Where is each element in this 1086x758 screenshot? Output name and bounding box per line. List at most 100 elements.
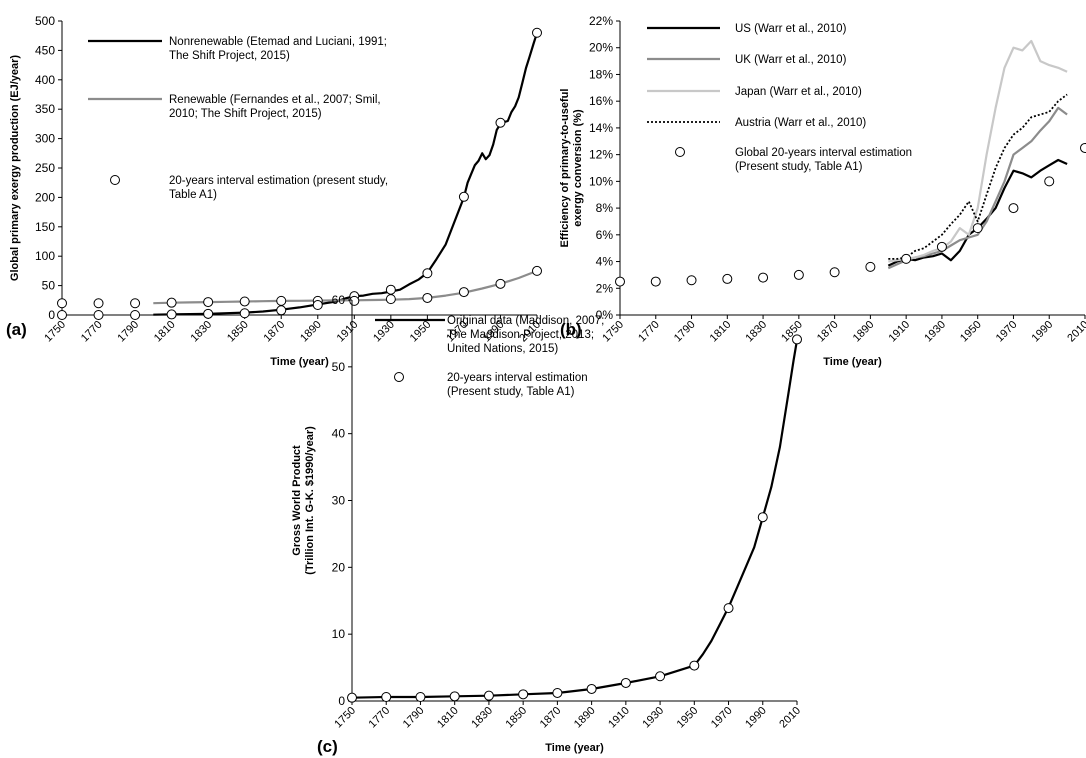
- panel-label: (a): [6, 320, 27, 339]
- series-line: [887, 106, 1068, 270]
- y-tick-label: 14%: [589, 121, 613, 135]
- y-tick-label: 10%: [589, 174, 613, 188]
- x-tick-label: 1970: [994, 319, 1020, 345]
- data-point-marker: [532, 27, 542, 38]
- legend-label: Japan (Warr et al., 2010): [735, 86, 862, 98]
- x-tick-label: 1770: [367, 705, 393, 731]
- panel-label: (b): [560, 320, 582, 339]
- y-axis-title: Global primary exergy production (EJ/yea…: [9, 55, 21, 282]
- y-tick-label: 12%: [589, 148, 613, 162]
- data-point-marker: [422, 268, 433, 279]
- data-point-marker: [57, 298, 67, 309]
- x-tick-label: 1770: [636, 319, 662, 345]
- x-tick-label: 1790: [115, 319, 141, 345]
- x-tick-label: 1930: [922, 319, 948, 345]
- data-point-marker: [57, 310, 67, 320]
- x-tick-label: 1910: [606, 705, 632, 731]
- x-axis-title: Time (year): [823, 356, 882, 368]
- data-point-marker: [518, 689, 529, 700]
- y-tick-label: 20%: [589, 41, 613, 55]
- y-tick-label: 16%: [589, 94, 613, 108]
- series-line: [153, 32, 539, 316]
- x-tick-label: 1910: [335, 319, 361, 345]
- data-point-marker: [130, 310, 141, 320]
- series-line: [888, 39, 1068, 263]
- x-tick-label: 1810: [708, 319, 734, 345]
- y-tick-label: 40: [332, 427, 346, 441]
- data-point-marker: [458, 287, 469, 298]
- data-point-marker: [93, 310, 104, 320]
- y-tick-label: 18%: [589, 67, 613, 81]
- legend-marker: [675, 147, 685, 157]
- legend-label: UK (Warr et al., 2010): [735, 54, 847, 66]
- y-tick-label: 0: [338, 694, 345, 708]
- data-point-marker: [312, 300, 323, 311]
- y-tick-label: 250: [35, 161, 55, 175]
- y-tick-label: 500: [35, 14, 55, 28]
- data-point-marker: [381, 691, 392, 702]
- data-point-marker: [1044, 176, 1055, 187]
- x-tick-label: 1810: [152, 319, 178, 345]
- y-axis-title-line-2: (Trillion Int. G-K. $1990/year): [304, 426, 316, 575]
- data-point-marker: [276, 295, 287, 306]
- data-point-marker: [722, 273, 733, 284]
- legend-label: US (Warr et al., 2010): [735, 23, 847, 35]
- x-tick-label: 1990: [743, 705, 769, 731]
- data-point-marker: [166, 297, 177, 308]
- data-point-marker: [239, 296, 250, 307]
- y-tick-label: 10: [332, 627, 346, 641]
- data-point-marker: [972, 223, 983, 234]
- data-point-marker: [483, 690, 494, 701]
- x-tick-label: 1850: [225, 319, 251, 345]
- legend-label: Austria (Warr et al., 2010): [735, 117, 866, 129]
- data-point-marker: [495, 117, 506, 128]
- data-point-marker: [792, 334, 802, 345]
- x-tick-label: 1990: [1030, 319, 1056, 345]
- legend-label: Nonrenewable (Etemad and Luciani, 1991; T…: [169, 36, 387, 62]
- x-tick-label: 1910: [886, 319, 912, 345]
- data-point-marker: [686, 275, 697, 286]
- y-axis-title-line-2: exergy conversion (%): [572, 109, 584, 227]
- x-tick-label: 1810: [435, 705, 461, 731]
- y-tick-label: 450: [35, 43, 55, 57]
- data-point-marker: [415, 691, 426, 702]
- x-tick-label: 1890: [298, 319, 324, 345]
- data-point-marker: [93, 298, 104, 309]
- legend-label: 20-years interval estimation (present st…: [169, 175, 388, 201]
- series-line: [153, 269, 538, 305]
- x-tick-label: 1950: [408, 319, 434, 345]
- data-point-marker: [532, 265, 542, 276]
- data-point-marker: [166, 309, 177, 320]
- legend-label: 20-years interval estimation (Present stu…: [447, 372, 588, 398]
- legend-marker: [394, 372, 404, 382]
- y-tick-label: 100: [35, 249, 55, 263]
- data-point-marker: [586, 683, 597, 694]
- x-tick-label: 1770: [79, 319, 105, 345]
- data-point-marker: [495, 278, 506, 289]
- y-tick-label: 350: [35, 102, 55, 116]
- y-tick-label: 200: [35, 190, 55, 204]
- x-tick-label: 1750: [42, 319, 68, 345]
- legend-label: Original data (Maddison, 2007; The Maddis…: [447, 315, 604, 355]
- x-tick-label: 1970: [709, 705, 735, 731]
- data-point-marker: [449, 691, 460, 702]
- y-tick-label: 30: [332, 494, 346, 508]
- x-tick-label: 1930: [640, 705, 666, 731]
- y-tick-label: 400: [35, 73, 55, 87]
- data-point-marker: [385, 284, 396, 295]
- x-tick-label: 1850: [503, 705, 529, 731]
- y-tick-label: 0%: [596, 308, 614, 322]
- data-point-marker: [865, 261, 876, 272]
- y-tick-label: 50: [42, 279, 56, 293]
- y-tick-label: 2%: [596, 281, 614, 295]
- panel-c: 0 10 20 30 40 50 60 1750 1770 1790 1810 1830 1850 187…: [291, 293, 803, 756]
- x-tick-label: 1790: [401, 705, 427, 731]
- panel-label: (c): [317, 737, 338, 756]
- data-point-marker: [650, 276, 661, 287]
- data-point-marker: [1008, 203, 1019, 214]
- y-tick-label: 50: [332, 360, 346, 374]
- x-tick-label: 1830: [743, 319, 769, 345]
- legend-label: Global 20-years interval estimation (Pres…: [735, 147, 912, 173]
- data-point-marker: [757, 512, 768, 523]
